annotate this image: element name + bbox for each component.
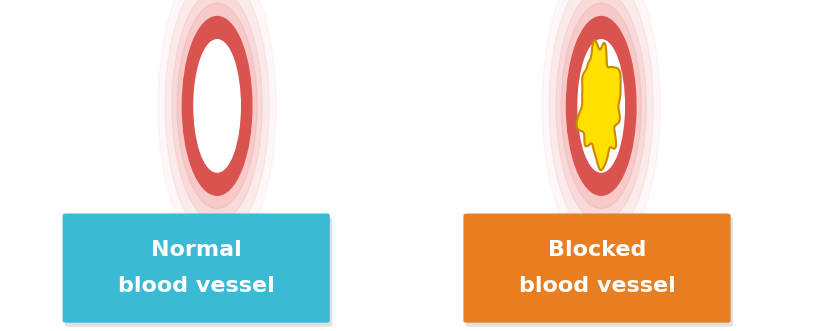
FancyBboxPatch shape bbox=[65, 217, 332, 327]
FancyBboxPatch shape bbox=[63, 213, 330, 323]
Ellipse shape bbox=[158, 0, 276, 258]
FancyBboxPatch shape bbox=[463, 213, 731, 323]
Ellipse shape bbox=[172, 0, 262, 222]
Ellipse shape bbox=[182, 17, 252, 195]
FancyBboxPatch shape bbox=[466, 217, 733, 327]
Ellipse shape bbox=[578, 40, 625, 172]
Text: Normal
blood vessel: Normal blood vessel bbox=[118, 240, 275, 296]
Ellipse shape bbox=[542, 0, 660, 258]
Text: Blocked
blood vessel: Blocked blood vessel bbox=[519, 240, 676, 296]
Ellipse shape bbox=[177, 3, 257, 209]
Ellipse shape bbox=[561, 3, 641, 209]
Ellipse shape bbox=[165, 0, 269, 240]
Polygon shape bbox=[577, 40, 620, 170]
Ellipse shape bbox=[549, 0, 653, 240]
Ellipse shape bbox=[566, 17, 636, 195]
Ellipse shape bbox=[194, 40, 240, 172]
Ellipse shape bbox=[556, 0, 646, 222]
